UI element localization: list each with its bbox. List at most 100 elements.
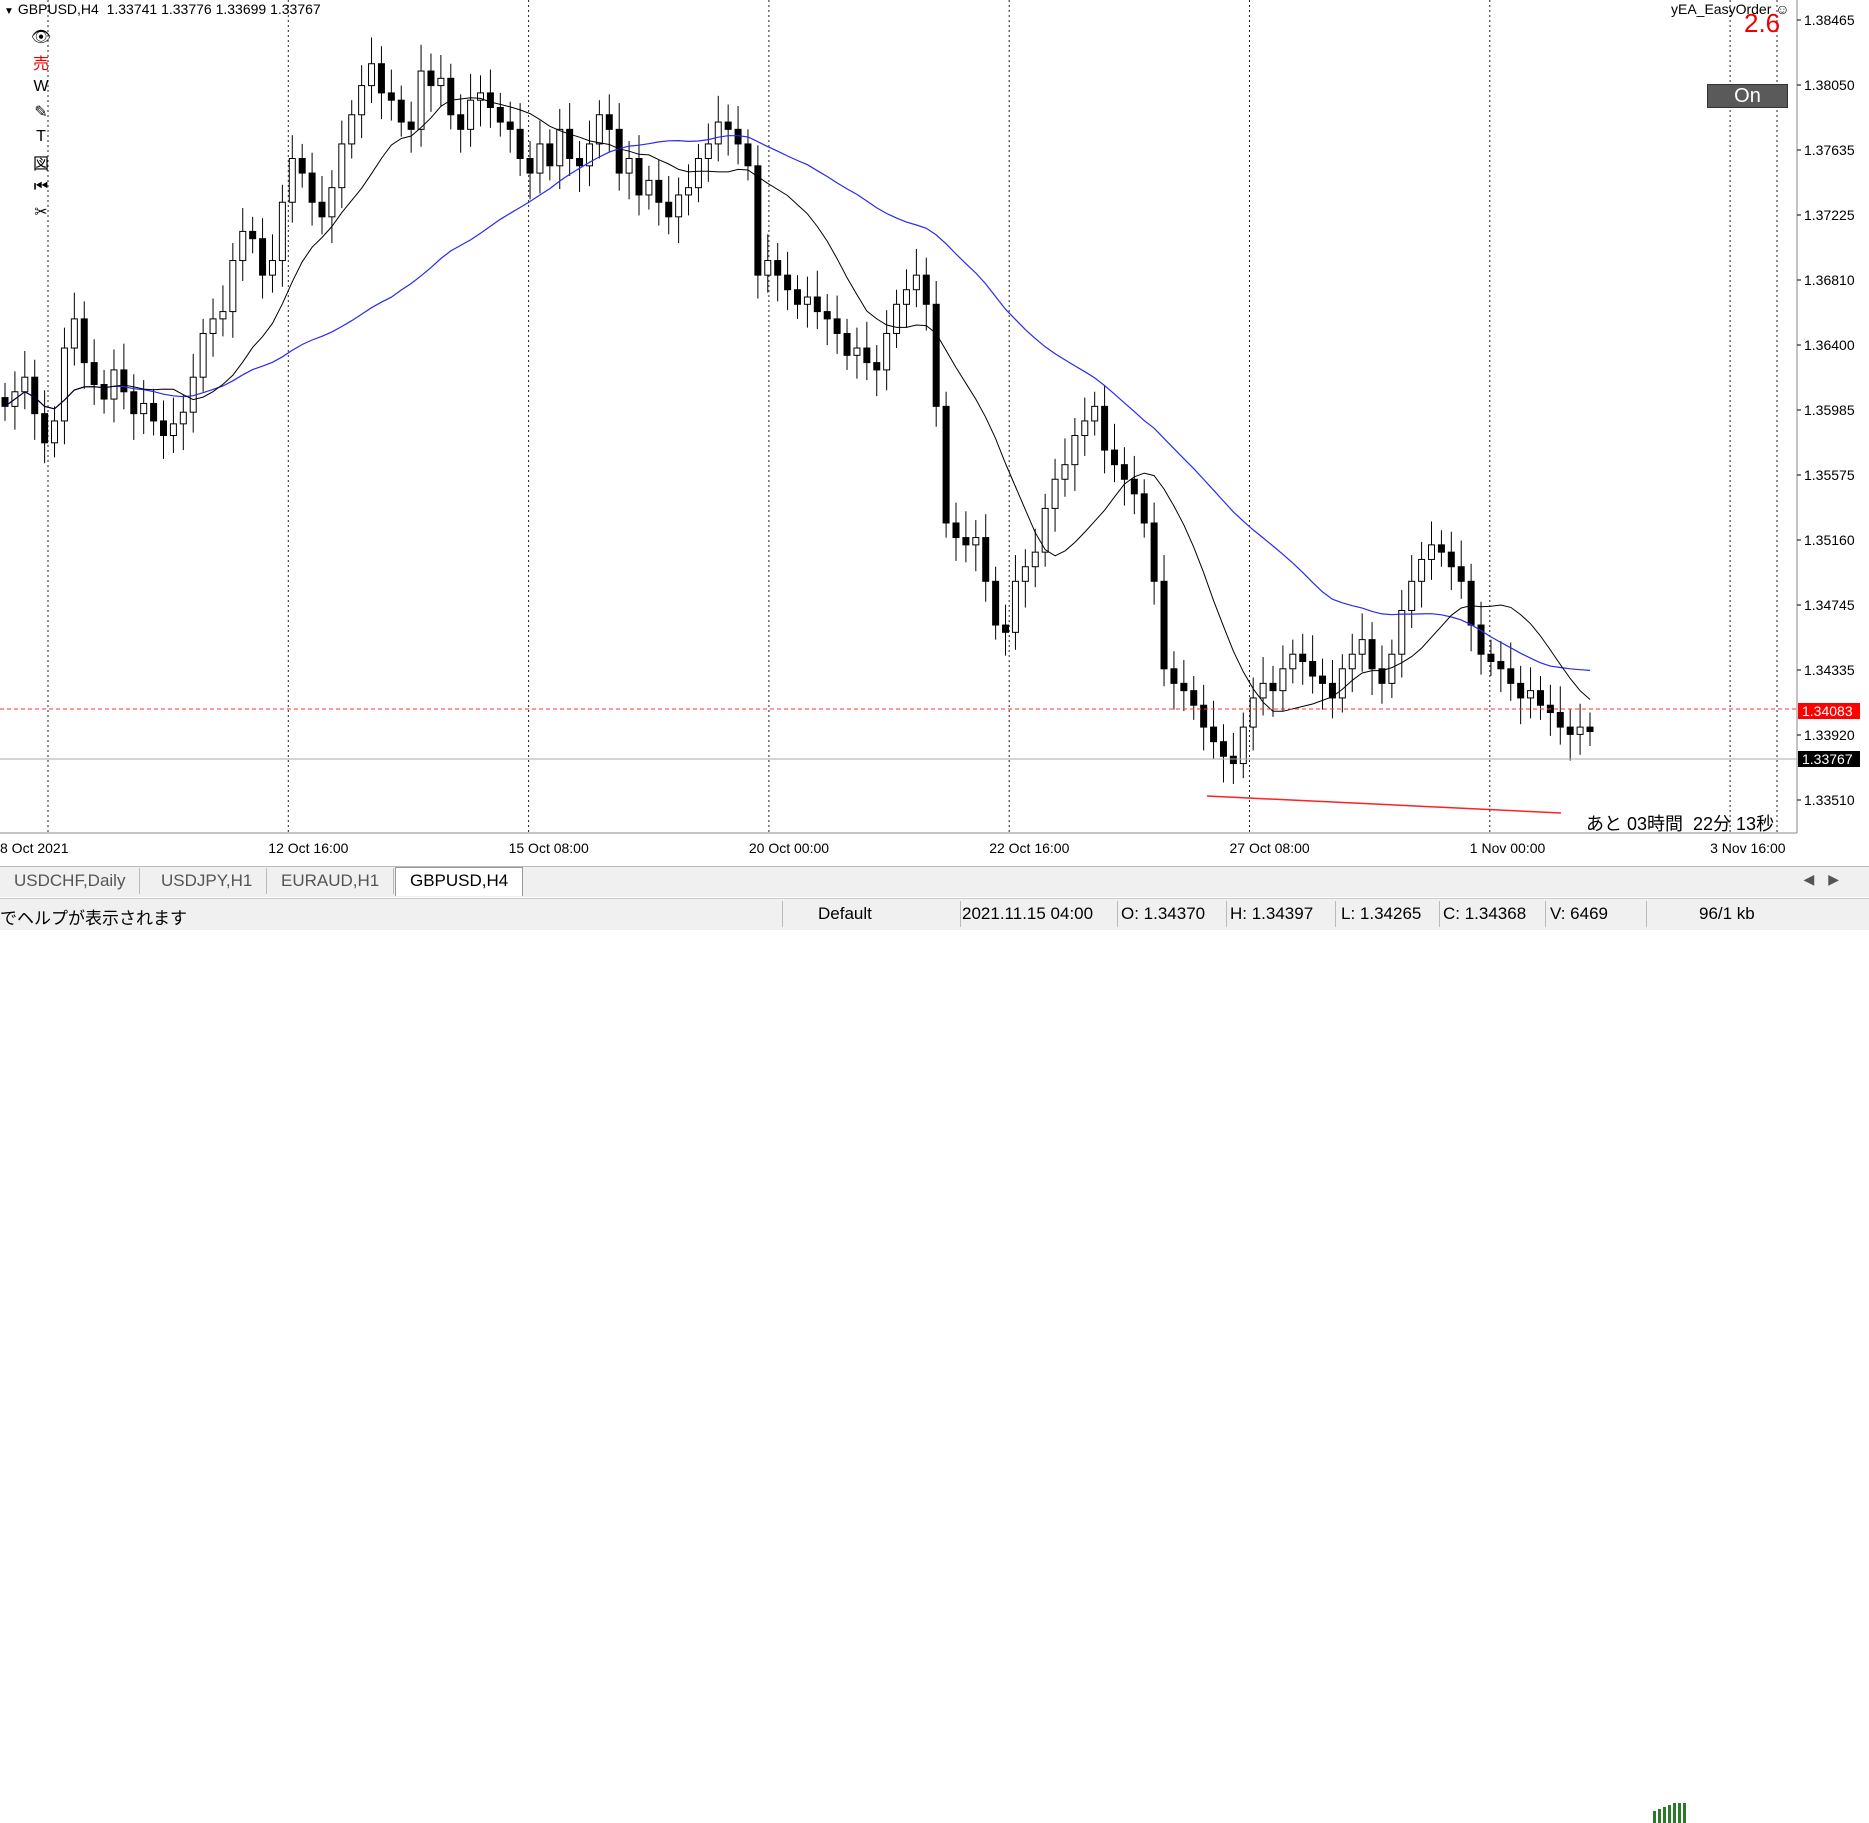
text-icon[interactable]: T bbox=[36, 128, 46, 145]
scissors-icon[interactable]: ✂ bbox=[34, 204, 48, 221]
candle-body bbox=[268, 260, 276, 276]
candle-body bbox=[51, 420, 59, 444]
status-bar: でヘルプが表示されます Default 2021.11.15 04:00 O: … bbox=[0, 898, 1869, 1823]
candle-body bbox=[288, 158, 296, 203]
candle-body bbox=[1210, 726, 1218, 743]
candle-body bbox=[348, 114, 356, 145]
candle-body bbox=[1091, 405, 1099, 422]
status-datetime: 2021.11.15 04:00 bbox=[962, 904, 1094, 923]
pencil-icon[interactable]: ✎ bbox=[34, 104, 48, 121]
candle-body bbox=[1536, 690, 1544, 706]
candle-body bbox=[774, 260, 782, 276]
candle-body bbox=[1437, 544, 1445, 553]
candle-body bbox=[922, 274, 930, 305]
price-label: 1.35575 bbox=[1804, 467, 1855, 483]
candle-body bbox=[80, 318, 88, 364]
candle-body bbox=[566, 128, 574, 160]
candle-body bbox=[1378, 668, 1386, 684]
candle-body bbox=[536, 143, 544, 174]
candle-body bbox=[1081, 420, 1089, 437]
trend-line[interactable] bbox=[1206, 795, 1562, 814]
candle-body bbox=[278, 201, 286, 262]
price-label: 1.34745 bbox=[1804, 597, 1855, 613]
candle-body bbox=[764, 260, 772, 276]
candle-body bbox=[249, 230, 257, 240]
candle-body bbox=[70, 318, 78, 349]
candle-body bbox=[902, 289, 910, 305]
ma-slow-line bbox=[4, 135, 1591, 671]
candle-body bbox=[1130, 478, 1138, 495]
candle-body bbox=[942, 405, 950, 524]
on-button[interactable]: On bbox=[1707, 84, 1788, 108]
price-chart[interactable]: 1.38465 1.38050 1.37635 1.37225 1.36810 1.364… bbox=[0, 0, 1869, 929]
candle-body bbox=[1467, 580, 1475, 626]
tab-usdchf-daily[interactable]: USDCHF,Daily bbox=[0, 868, 141, 894]
candle-body bbox=[635, 158, 643, 196]
candle-body bbox=[427, 70, 435, 87]
price-label: 1.36810 bbox=[1804, 272, 1855, 288]
bar-countdown: あと 03時間 22分 13秒 bbox=[1586, 814, 1775, 834]
candle-body bbox=[516, 128, 524, 160]
price-label: 1.36400 bbox=[1804, 337, 1855, 353]
candle-body bbox=[1051, 478, 1059, 509]
chart-tabs: USDCHF,Daily USDJPY,H1 EURAUD,H1 GBPUSD,… bbox=[0, 866, 1869, 897]
price-label: 1.33920 bbox=[1804, 727, 1855, 743]
candle-body bbox=[1447, 551, 1455, 568]
candle-body bbox=[437, 77, 445, 87]
collapse-triangle-icon[interactable]: ▼ bbox=[4, 6, 14, 17]
candle-body bbox=[883, 332, 891, 371]
candle-body bbox=[1190, 690, 1198, 706]
candle-body bbox=[803, 296, 811, 305]
candle-body bbox=[1200, 704, 1208, 728]
candle-body bbox=[110, 369, 118, 400]
candle-body bbox=[407, 121, 415, 130]
tab-gbpusd-h4[interactable]: GBPUSD,H4 bbox=[395, 867, 524, 896]
candle-body bbox=[1061, 464, 1069, 480]
candle-body bbox=[120, 369, 128, 393]
chart-title: ▼ GBPUSD,H4 1.33741 1.33776 1.33699 1.337… bbox=[4, 1, 321, 17]
candle-body bbox=[1120, 464, 1128, 480]
candle-body bbox=[1279, 668, 1287, 692]
candle-body bbox=[1309, 660, 1317, 677]
candle-body bbox=[853, 347, 861, 356]
ea-name-label: yEA_EasyOrder ☺ bbox=[1671, 1, 1790, 17]
time-label: 3 Nov 16:00 bbox=[1710, 840, 1786, 856]
time-label: 15 Oct 08:00 bbox=[509, 840, 589, 856]
candle-body bbox=[1477, 624, 1485, 655]
tab-usdjpy-h1[interactable]: USDJPY,H1 bbox=[147, 868, 268, 894]
candle-body bbox=[318, 201, 326, 218]
connection-status-icon bbox=[1653, 1803, 1686, 1823]
candle-body bbox=[873, 362, 881, 371]
candle-body bbox=[179, 411, 187, 425]
candle-body bbox=[1586, 726, 1594, 732]
drawing-toolbar: 👁 売 W ✎ T 図 ⏮ ✂ bbox=[30, 26, 54, 226]
candle-body bbox=[1328, 682, 1336, 699]
rewind-icon[interactable]: ⏮ bbox=[33, 178, 49, 195]
candle-body bbox=[1428, 544, 1435, 560]
red-price-marker-text: 1.34083 bbox=[1802, 703, 1853, 719]
time-label: 1 Nov 00:00 bbox=[1470, 840, 1546, 856]
eye-icon[interactable]: 👁 bbox=[30, 29, 52, 46]
candle-body bbox=[645, 179, 653, 196]
tab-euraud-h1[interactable]: EURAUD,H1 bbox=[267, 868, 395, 894]
candle-body bbox=[823, 311, 831, 320]
candle-body bbox=[239, 230, 247, 262]
smiley-icon: ☺ bbox=[1775, 1, 1790, 17]
candle-body bbox=[338, 143, 346, 189]
chart-area bbox=[0, 0, 1797, 833]
tab-scroll-left-icon: ◀ bbox=[1803, 871, 1829, 887]
tab-scroll-arrows[interactable]: ◀▶ bbox=[1803, 871, 1853, 888]
candle-body bbox=[169, 423, 177, 437]
candle-body bbox=[1071, 435, 1079, 466]
candle-body bbox=[863, 347, 871, 364]
w-icon[interactable]: W bbox=[33, 78, 49, 95]
candle-body bbox=[1457, 566, 1465, 582]
ea-value: 2.6 bbox=[1744, 8, 1781, 38]
candle-body bbox=[1487, 653, 1495, 662]
candle-body bbox=[1338, 668, 1346, 699]
candle-body bbox=[1160, 580, 1168, 670]
candle-body bbox=[685, 187, 693, 196]
status-high: H: 1.34397 bbox=[1230, 904, 1314, 923]
sell-icon[interactable]: 売 bbox=[32, 56, 49, 73]
chart-icon[interactable]: 図 bbox=[32, 156, 49, 173]
